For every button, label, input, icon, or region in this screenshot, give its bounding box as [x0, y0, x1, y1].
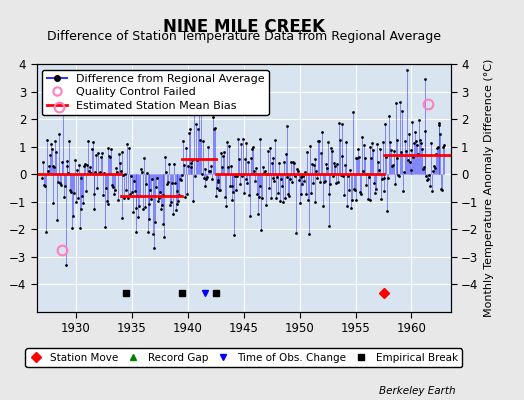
Text: NINE MILE CREEK: NINE MILE CREEK — [162, 18, 325, 36]
Text: Difference of Station Temperature Data from Regional Average: Difference of Station Temperature Data f… — [47, 30, 441, 43]
Legend: Difference from Regional Average, Quality Control Failed, Estimated Station Mean: Difference from Regional Average, Qualit… — [42, 70, 269, 115]
Legend: Station Move, Record Gap, Time of Obs. Change, Empirical Break: Station Move, Record Gap, Time of Obs. C… — [26, 348, 462, 367]
Text: Berkeley Earth: Berkeley Earth — [379, 386, 456, 396]
Y-axis label: Monthly Temperature Anomaly Difference (°C): Monthly Temperature Anomaly Difference (… — [484, 59, 494, 317]
